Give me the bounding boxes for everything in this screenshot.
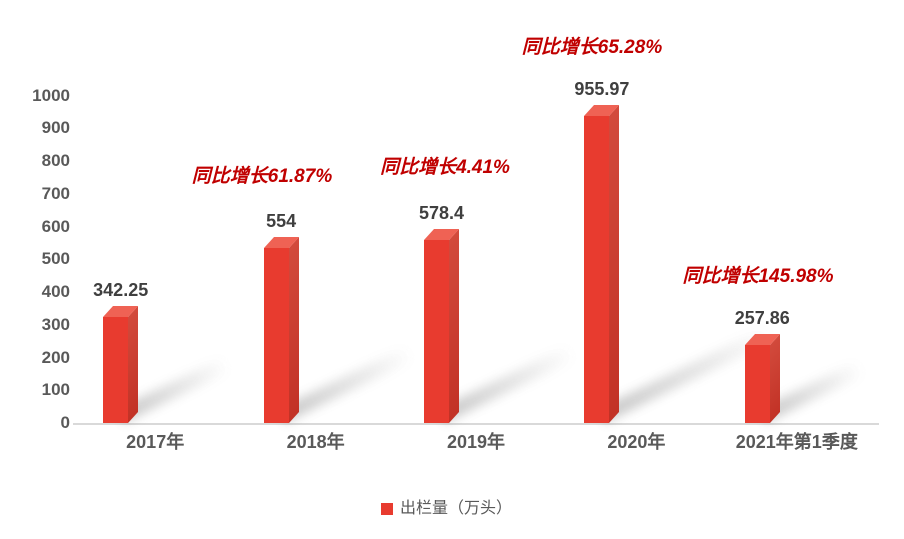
growth-annotation: 同比增长65.28% — [521, 37, 663, 58]
y-axis-tick-label: 500 — [41, 249, 70, 269]
bar-side-face — [609, 104, 620, 423]
y-axis-tick-label: 400 — [41, 282, 70, 301]
y-axis-tick-label: 300 — [41, 314, 70, 334]
y-axis-tick-label: 900 — [41, 118, 70, 138]
bar-value-label: 554 — [266, 210, 297, 231]
y-axis-tick-label: 0 — [60, 413, 70, 432]
bar-side-face — [288, 236, 299, 423]
y-axis-tick-label: 700 — [41, 183, 70, 203]
bar-value-label: 342.25 — [93, 279, 149, 300]
growth-annotation: 同比增长145.98% — [682, 266, 834, 287]
y-axis-tick-label: 800 — [41, 151, 70, 170]
bar-value-label: 578.4 — [418, 202, 465, 223]
x-axis-category-label: 2020年 — [607, 432, 666, 452]
legend-swatch — [381, 503, 393, 515]
legend-label: 出栏量（万头） — [400, 500, 513, 517]
bar-side-face — [128, 305, 139, 423]
bar-2019年[interactable] — [424, 239, 449, 423]
bar-side-face — [449, 228, 459, 423]
x-axis-category-label: 2021年第1季度 — [735, 432, 858, 452]
bar-value-label: 955.97 — [574, 78, 630, 99]
x-axis-category-label: 2019年 — [446, 432, 506, 452]
y-axis-tick-label: 100 — [41, 380, 70, 400]
y-axis-tick-label: 1000 — [32, 85, 70, 105]
bar-value-label: 257.86 — [734, 307, 790, 328]
bar-2017年[interactable] — [103, 316, 129, 423]
legend-item[interactable]: 出栏量（万头） — [381, 500, 512, 518]
bar-2020年[interactable] — [584, 115, 610, 423]
x-axis-category-label: 2017年 — [126, 432, 185, 452]
growth-annotation: 同比增长61.87% — [191, 166, 333, 187]
growth-annotation: 同比增长4.41% — [380, 157, 510, 178]
bar-2018年[interactable] — [263, 247, 289, 423]
y-axis-tick-label: 600 — [41, 216, 70, 236]
bar-side-face — [769, 333, 780, 423]
y-axis-tick-label: 200 — [41, 347, 70, 367]
x-axis-line — [73, 423, 879, 425]
bar-2021年第1季度[interactable] — [744, 344, 770, 423]
x-axis-category-label: 2018年 — [286, 432, 345, 452]
